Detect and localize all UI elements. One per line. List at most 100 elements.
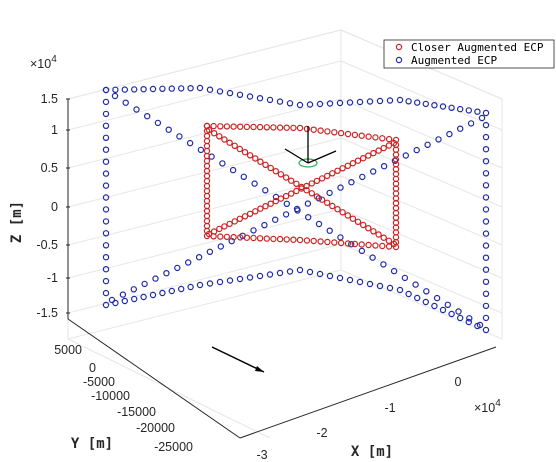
- augmented-ecp-point: [102, 254, 110, 261]
- augmented-ecp-point: [177, 85, 185, 92]
- augmented-ecp-point: [396, 96, 404, 104]
- augmented-ecp-point: [246, 274, 254, 281]
- augmented-ecp-point: [266, 96, 274, 104]
- augmented-ecp-point: [112, 86, 119, 94]
- grid-line: [340, 175, 503, 246]
- closer-augmented-ecp-point: [293, 187, 300, 195]
- augmented-ecp-point: [282, 211, 290, 218]
- augmented-ecp-point: [276, 269, 284, 277]
- augmented-ecp-point: [306, 268, 314, 276]
- closer-augmented-ecp-point: [329, 202, 336, 210]
- closer-augmented-ecp-point: [365, 133, 372, 140]
- closer-augmented-ecp-point: [385, 135, 393, 143]
- augmented-ecp-point: [186, 139, 194, 147]
- grid-line: [340, 98, 503, 169]
- augmented-ecp-point: [216, 278, 224, 286]
- closer-augmented-ecp-point: [354, 218, 362, 225]
- augmented-ecp-point: [482, 314, 490, 322]
- augmented-ecp-point: [246, 93, 254, 100]
- x-axis-ticks: -3 -2 -1 0: [256, 375, 461, 462]
- closer-augmented-ecp-point: [276, 235, 284, 243]
- augmented-ecp-point: [187, 84, 194, 92]
- y-tick-label: 5000: [54, 343, 82, 357]
- closer-augmented-ecp-point: [360, 221, 367, 229]
- series-closer-augmented-ecp: [203, 122, 400, 251]
- augmented-ecp-point: [433, 294, 441, 302]
- y-tick-label: -25000: [154, 440, 193, 454]
- grid-line: [340, 208, 503, 279]
- augmented-ecp-point: [370, 168, 377, 175]
- legend-marker-augmented-ecp: [395, 56, 403, 64]
- augmented-ecp-point: [444, 301, 451, 308]
- closer-augmented-ecp-point: [365, 224, 372, 232]
- augmented-ecp-point: [262, 187, 269, 194]
- closer-augmented-ecp-point: [243, 234, 251, 241]
- direction-arrow: [211, 346, 265, 373]
- augmented-ecp-point: [154, 119, 162, 127]
- augmented-ecp-point: [140, 85, 147, 93]
- augmented-ecp-point: [448, 104, 455, 112]
- z-tick-label: 1: [51, 123, 58, 137]
- augmented-ecp-point: [206, 280, 214, 287]
- closer-augmented-ecp-point: [257, 158, 264, 165]
- closer-augmented-ecp-point: [246, 210, 254, 217]
- closer-augmented-ecp-point: [216, 133, 223, 140]
- augmented-ecp-point: [482, 170, 490, 177]
- closer-augmented-ecp-point: [282, 192, 290, 200]
- augmented-ecp-point: [482, 182, 490, 189]
- closer-augmented-ecp-point: [298, 185, 305, 192]
- series-augmented-ecp: [102, 84, 490, 334]
- closer-augmented-ecp-point: [276, 124, 284, 131]
- augmented-ecp-point: [187, 283, 194, 291]
- x-tick-label: -3: [256, 448, 267, 462]
- augmented-ecp-point: [465, 107, 472, 114]
- closer-augmented-ecp-point: [370, 149, 377, 157]
- grid-line: [67, 243, 342, 314]
- closer-augmented-ecp-point: [262, 202, 269, 210]
- closer-augmented-ecp-point: [256, 123, 264, 131]
- augmented-ecp-point: [476, 321, 484, 329]
- closer-augmented-ecp-point: [358, 241, 365, 248]
- closer-augmented-ecp-point: [379, 242, 386, 250]
- closer-augmented-ecp-point: [331, 129, 338, 136]
- augmented-ecp-point: [122, 99, 129, 106]
- augmented-ecp-point: [467, 120, 475, 127]
- closer-augmented-ecp-point: [308, 190, 315, 197]
- y-tick-label: -15000: [117, 405, 156, 419]
- closer-augmented-ecp-point: [380, 234, 387, 241]
- closer-augmented-ecp-point: [334, 205, 341, 213]
- augmented-ecp-point: [482, 145, 490, 153]
- closer-augmented-ecp-point: [270, 235, 277, 243]
- augmented-ecp-point: [152, 275, 159, 282]
- augmented-ecp-point: [283, 200, 290, 207]
- closer-augmented-ecp-point: [313, 193, 321, 200]
- augmented-ecp-point: [465, 318, 472, 326]
- closer-augmented-ecp-point: [324, 199, 331, 206]
- augmented-ecp-point: [346, 99, 354, 106]
- augmented-ecp-point: [336, 99, 344, 107]
- closer-augmented-ecp-point: [390, 139, 398, 147]
- augmented-ecp-point: [102, 289, 110, 297]
- augmented-ecp-point: [424, 141, 431, 148]
- closer-augmented-ecp-point: [205, 230, 213, 238]
- augmented-ecp-point: [413, 146, 420, 154]
- z-axis-multiplier: ×104: [30, 54, 57, 71]
- augmented-ecp-point: [358, 247, 366, 255]
- closer-augmented-ecp-point: [344, 130, 352, 138]
- closer-augmented-ecp-point: [241, 148, 249, 156]
- chart-axes: [67, 99, 497, 439]
- closer-augmented-ecp-point: [365, 241, 372, 249]
- closer-augmented-ecp-point: [277, 195, 285, 202]
- augmented-ecp-point: [315, 220, 323, 228]
- closer-augmented-ecp-point: [379, 135, 386, 142]
- y-tick-label: 0: [89, 361, 96, 375]
- augmented-ecp-point: [405, 290, 412, 298]
- augmented-ecp-point: [422, 298, 429, 306]
- closer-augmented-ecp-point: [354, 157, 362, 164]
- x-tick-label: 0: [455, 375, 462, 389]
- augmented-ecp-point: [130, 286, 137, 293]
- grid-line: [340, 243, 503, 314]
- augmented-ecp-point: [102, 230, 110, 237]
- grid-lines: [67, 29, 503, 314]
- augmented-ecp-point: [326, 227, 333, 234]
